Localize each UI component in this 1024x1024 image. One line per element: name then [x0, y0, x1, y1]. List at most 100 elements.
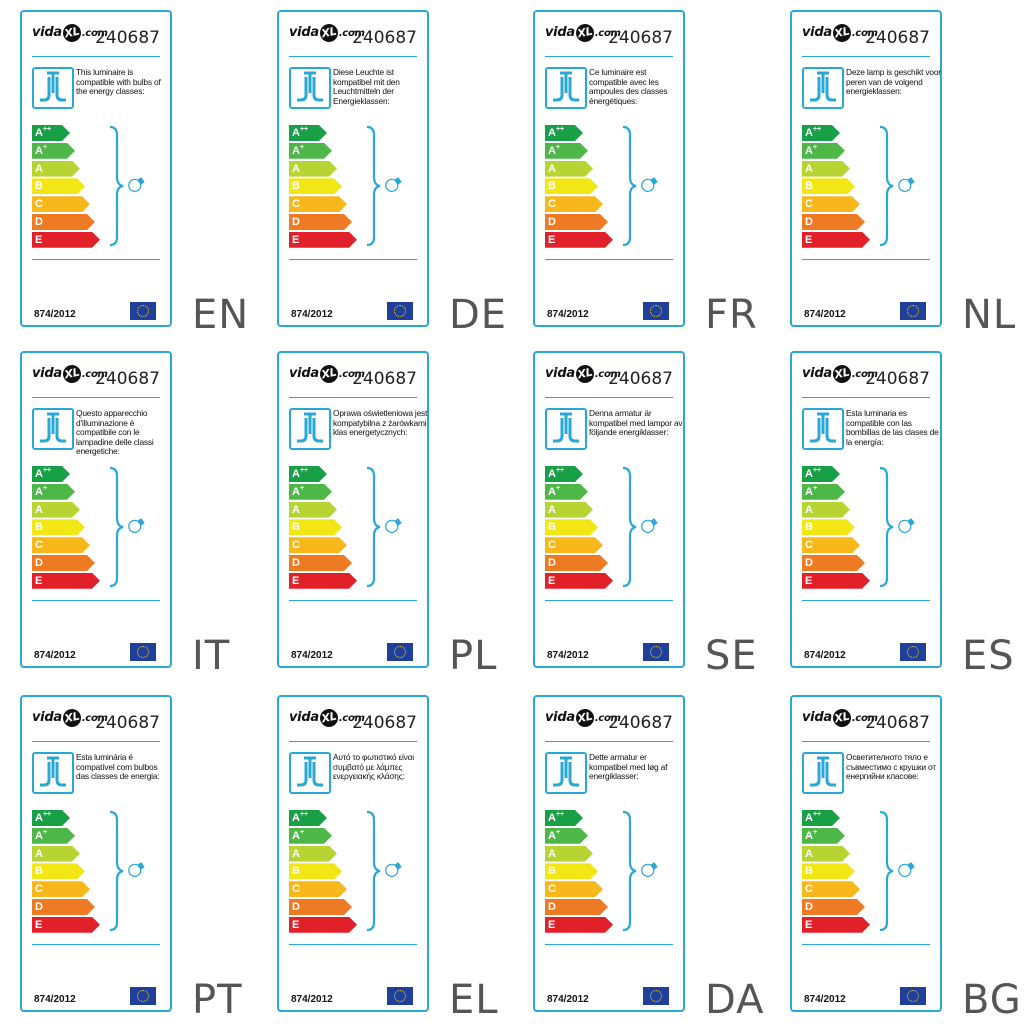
energy-class-letter: C — [805, 539, 813, 552]
energy-class-letter: E — [35, 918, 43, 931]
energy-class-letter: A — [548, 812, 556, 824]
energy-class-arrow: A+ — [32, 828, 75, 844]
energy-class-arrow: A++ — [32, 125, 70, 141]
divider-bottom — [32, 600, 160, 601]
energy-class-arrow: C — [545, 537, 603, 553]
language-code: PL — [449, 633, 498, 679]
energy-class-letter: A — [292, 468, 300, 480]
energy-class-letter: E — [548, 233, 556, 246]
pendant-lamp-icon — [545, 752, 587, 794]
energy-class-plus: + — [299, 828, 305, 836]
energy-class-arrow: E — [802, 232, 870, 248]
pendant-lamp-icon — [289, 408, 331, 450]
regulation-number: 874/2012 — [547, 309, 589, 320]
brace-icon — [621, 466, 637, 593]
energy-class-letter: A — [292, 829, 300, 842]
language-code: FR — [705, 292, 758, 338]
logo-text-vida: vida — [289, 366, 319, 381]
energy-class-letter: D — [805, 900, 813, 913]
energy-class-letter: D — [35, 556, 43, 569]
energy-class-arrow: A++ — [802, 125, 840, 141]
energy-class-arrow: A — [32, 161, 80, 177]
energy-class-letter: E — [292, 574, 300, 587]
eu-flag-icon — [643, 987, 669, 1005]
energy-class-letter: A — [548, 829, 556, 842]
light-bulb-icon — [639, 860, 661, 885]
energy-class-letter: E — [35, 233, 43, 246]
eu-stars — [394, 646, 406, 658]
vidaxl-logo: vidaXL.com — [289, 22, 365, 46]
brace-icon — [108, 810, 124, 937]
regulation-number: 874/2012 — [34, 994, 76, 1005]
energy-class-plus: ++ — [299, 467, 309, 474]
compatibility-text: Αυτό το φωτιστικό είναι συμβατό με λάμπε… — [333, 752, 414, 782]
logo-xl-badge: XL — [318, 707, 340, 729]
light-bulb-icon — [126, 175, 148, 200]
energy-class-arrow: B — [545, 519, 598, 535]
language-code: IT — [192, 633, 231, 679]
energy-class-arrow: C — [802, 881, 860, 897]
energy-class-arrow: A+ — [289, 484, 332, 500]
energy-class-scale: A++ A+ A B C D E — [32, 125, 94, 250]
language-code: EN — [192, 292, 250, 338]
article-number: 240687 — [352, 713, 417, 733]
eu-flag-icon — [130, 302, 156, 320]
energy-class-letter: B — [35, 865, 43, 878]
logo-text-com: .com — [81, 369, 108, 380]
energy-class-letter: B — [805, 865, 813, 878]
energy-class-arrow: A — [545, 161, 593, 177]
energy-class-plus: + — [555, 828, 561, 836]
energy-class-letter: A — [292, 503, 300, 516]
eu-stars — [907, 646, 919, 658]
energy-class-arrow: A+ — [545, 143, 588, 159]
pendant-lamp-icon — [32, 752, 74, 794]
energy-class-letter: E — [805, 574, 813, 587]
divider-top — [32, 741, 160, 742]
energy-class-arrow: A — [802, 846, 850, 862]
eu-stars — [137, 990, 149, 1002]
brace-icon — [365, 125, 381, 252]
energy-class-letter: A — [548, 847, 556, 860]
energy-class-arrow: B — [545, 863, 598, 879]
energy-label-card: vidaXL.com 240687 Questo apparecchio d'ill… — [20, 351, 172, 668]
vidaxl-logo: vidaXL.com — [289, 363, 365, 387]
energy-label-card: vidaXL.com 240687 Oprawa oświetleniowa jes… — [277, 351, 429, 668]
vidaxl-logo: vidaXL.com — [802, 707, 878, 731]
energy-class-letter: C — [35, 539, 43, 552]
regulation-number: 874/2012 — [804, 309, 846, 320]
energy-class-plus: ++ — [812, 811, 822, 818]
energy-class-arrow: B — [802, 178, 855, 194]
energy-class-arrow: C — [545, 196, 603, 212]
energy-class-letter: A — [292, 162, 300, 175]
energy-class-arrow: E — [289, 232, 357, 248]
energy-class-arrow: D — [32, 899, 95, 915]
divider-bottom — [802, 600, 930, 601]
energy-class-letter: A — [35, 829, 43, 842]
energy-class-arrow: A — [289, 161, 337, 177]
logo-text-vida: vida — [32, 25, 62, 40]
energy-class-arrow: E — [545, 573, 613, 589]
energy-class-letter: A — [35, 127, 43, 139]
logo-text-com: .com — [851, 713, 878, 724]
language-code: DA — [705, 977, 765, 1023]
logo-text-vida: vida — [802, 25, 832, 40]
light-bulb-icon — [383, 860, 405, 885]
energy-class-arrow: C — [802, 196, 860, 212]
energy-class-scale: A++ A+ A B C D E — [545, 810, 607, 935]
pendant-lamp-icon — [32, 67, 74, 109]
compatibility-text: Oprawa oświetleniowa jest kompatybilna z… — [333, 408, 428, 438]
compatibility-text: Denna armatur är kompatibel med lampor a… — [589, 408, 683, 438]
energy-label-card: vidaXL.com 240687 Deze lamp is geschikt vo… — [790, 10, 942, 327]
light-bulb-icon — [383, 175, 405, 200]
logo-text-com: .com — [338, 713, 365, 724]
energy-class-plus: + — [555, 143, 561, 151]
energy-class-arrow: A++ — [802, 810, 840, 826]
eu-flag-icon — [643, 643, 669, 661]
brace-icon — [365, 466, 381, 593]
divider-top — [545, 56, 673, 57]
energy-class-letter: A — [548, 485, 556, 498]
eu-stars — [137, 305, 149, 317]
energy-class-arrow: B — [802, 863, 855, 879]
logo-text-com: .com — [851, 28, 878, 39]
article-number: 240687 — [95, 369, 160, 389]
